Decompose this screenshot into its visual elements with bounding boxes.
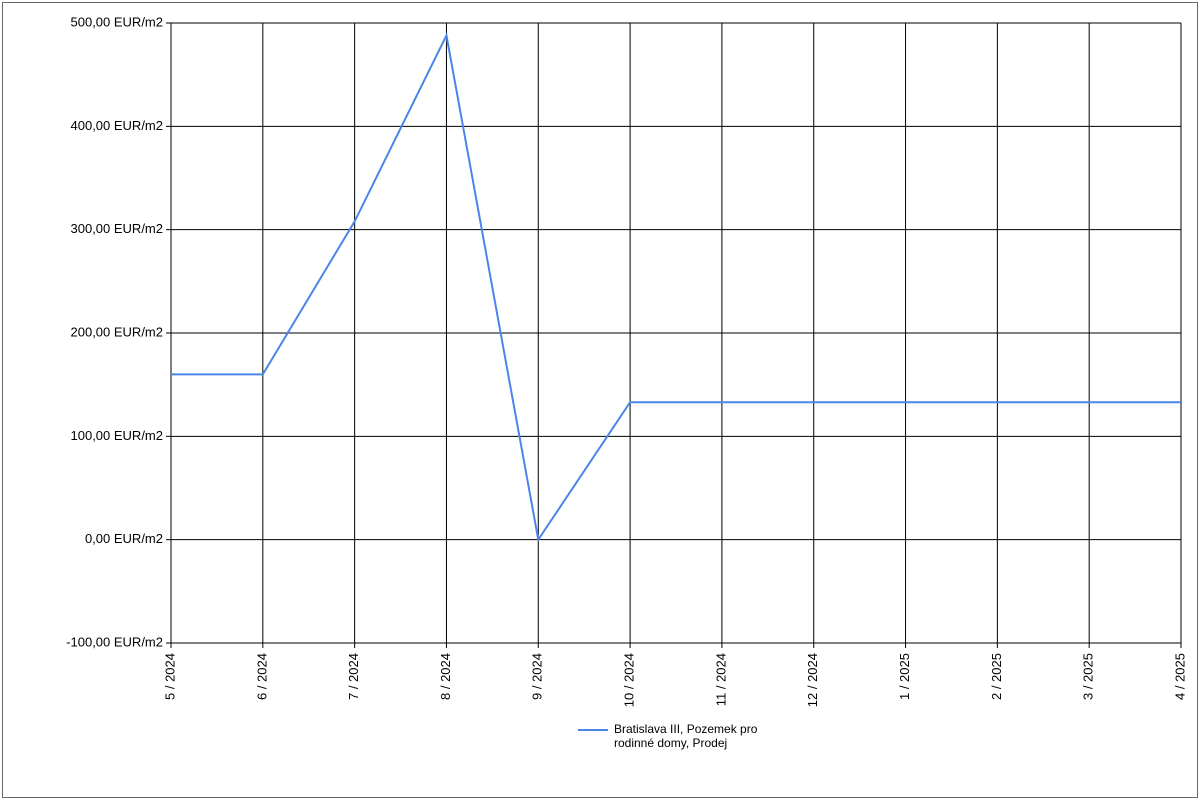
y-tick-label: 400,00 EUR/m2	[71, 118, 164, 133]
legend-label: Bratislava III, Pozemek pro	[614, 722, 758, 736]
x-tick-label: 7 / 2024	[346, 653, 361, 700]
y-tick-label: 100,00 EUR/m2	[71, 428, 164, 443]
y-tick-label: 0,00 EUR/m2	[85, 531, 163, 546]
x-tick-label: 2 / 2025	[989, 653, 1004, 700]
legend-label: rodinné domy, Prodej	[614, 736, 727, 750]
y-tick-label: -100,00 EUR/m2	[66, 634, 163, 649]
x-tick-label: 1 / 2025	[897, 653, 912, 700]
chart-frame: -100,00 EUR/m2 0,00 EUR/m2 100,00 EUR/m2 20…	[2, 2, 1198, 798]
y-tick-label: 500,00 EUR/m2	[71, 14, 164, 29]
y-tick-label: 200,00 EUR/m2	[71, 324, 164, 339]
x-tick-label: 12 / 2024	[805, 653, 820, 707]
series-line	[171, 35, 1181, 539]
x-tick-label: 6 / 2024	[254, 653, 269, 700]
x-tick-label: 11 / 2024	[713, 653, 728, 706]
x-tick-label: 9 / 2024	[530, 653, 545, 700]
x-tick-label: 5 / 2024	[162, 653, 177, 700]
line-chart: -100,00 EUR/m2 0,00 EUR/m2 100,00 EUR/m2 20…	[3, 3, 1199, 799]
x-tick-label: 4 / 2025	[1172, 653, 1187, 700]
x-tick-label: 8 / 2024	[438, 653, 453, 700]
x-tick-label: 10 / 2024	[622, 653, 637, 707]
x-tick-label: 3 / 2025	[1081, 653, 1096, 700]
y-tick-label: 300,00 EUR/m2	[71, 221, 164, 236]
